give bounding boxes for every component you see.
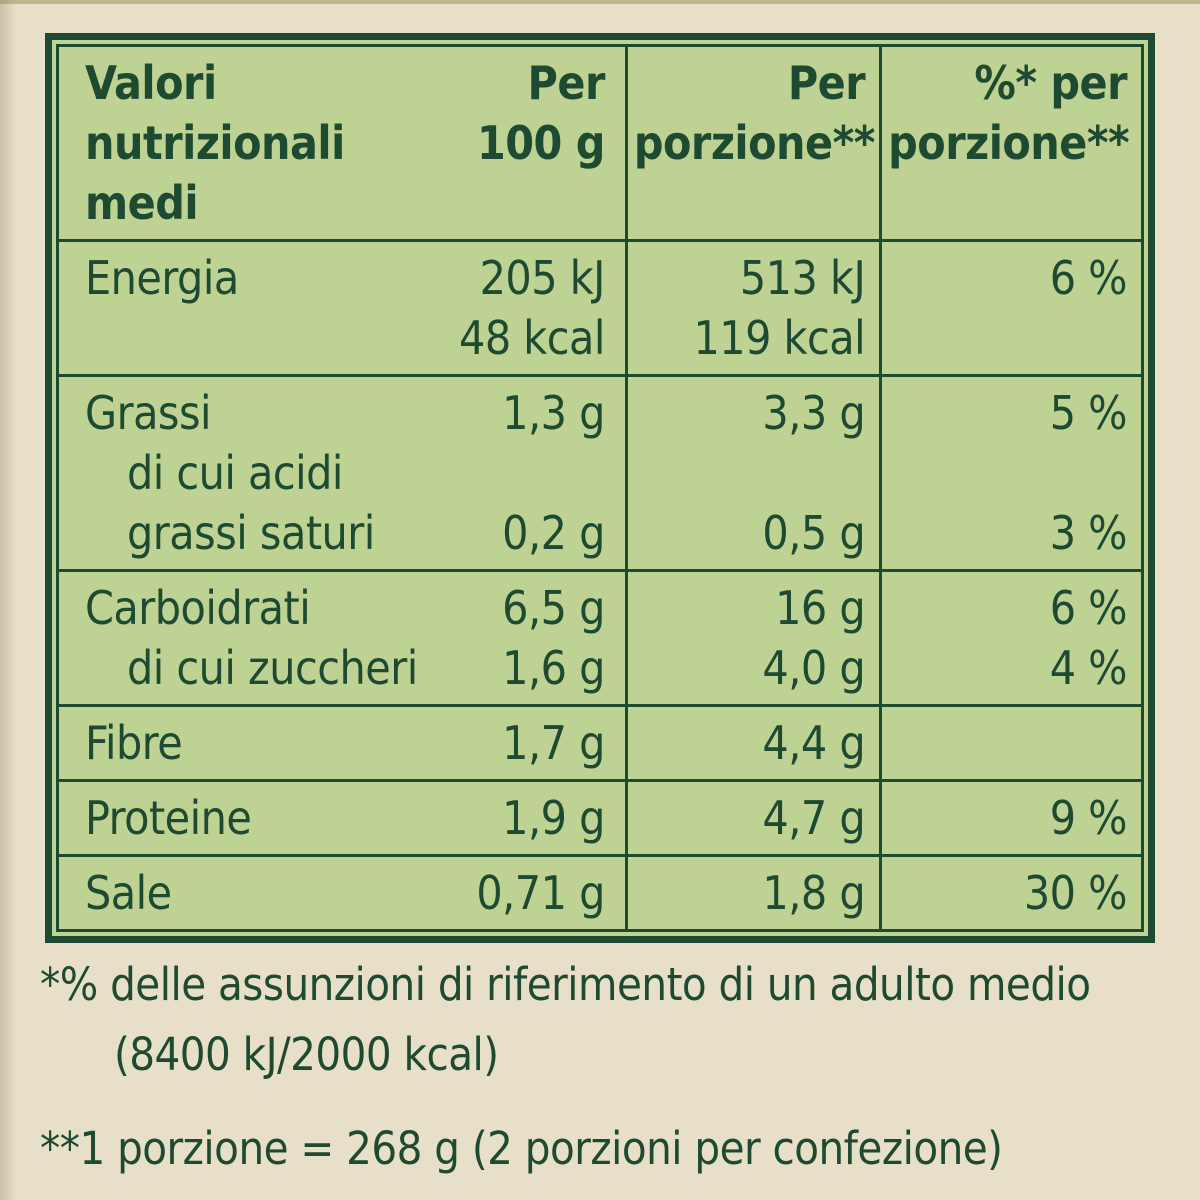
header-title-line: Valori — [85, 56, 217, 110]
header-percent-per-portion-line: porzione** — [888, 116, 1130, 170]
value-per-100g: 6,5 g — [502, 581, 605, 635]
nutrition-table: Valori nutrizionali medi Per 100 g Per p… — [45, 33, 1155, 943]
row-grassi: Grassi di cui acidi grassi saturi 1,3 g … — [59, 374, 1141, 569]
value-per-100g: 0,71 g — [476, 866, 605, 920]
value-percent — [888, 443, 1127, 503]
value-per-portion: 4,0 g — [762, 641, 866, 695]
value-percent: 6 % — [1049, 581, 1128, 635]
value-per-100g: 1,7 g — [502, 716, 605, 770]
cell-fibre-percent — [879, 707, 1141, 779]
cell-energia-per-portion: 513 kJ 119 kcal — [624, 242, 879, 374]
nutrient-label: Proteine — [85, 791, 252, 845]
header-cell-values-per-100g: Valori nutrizionali medi Per 100 g — [59, 47, 625, 239]
value-per-portion: 4,7 g — [762, 791, 866, 845]
row-energia: Energia 205 kJ 48 kcal 513 kJ 119 kcal 6… — [59, 239, 1141, 374]
cell-proteine-per-portion: 4,7 g — [624, 782, 879, 854]
value-per-100g: 205 kJ — [479, 251, 606, 305]
header-per-100g-line: Per — [527, 56, 606, 110]
header-title: Valori nutrizionali medi — [85, 53, 345, 233]
nutrition-table-grid: Valori nutrizionali medi Per 100 g Per p… — [56, 44, 1144, 932]
header-title-line: nutrizionali — [85, 116, 345, 170]
value-per-100g: 1,9 g — [502, 791, 605, 845]
footnote-reference-intake-line2: (8400 kJ/2000 kcal) — [114, 1028, 499, 1081]
header-per-portion: Per porzione** — [624, 47, 879, 239]
value-per-100g: 48 kcal — [459, 311, 605, 365]
cell-grassi-per-portion: 3,3 g 0,5 g — [624, 377, 879, 569]
nutrient-sublabel: di cui acidi — [127, 446, 343, 500]
cell-fibre-per-portion: 4,4 g — [624, 707, 879, 779]
cell-grassi-percent: 5 % 3 % — [879, 377, 1141, 569]
value-per-100g: 1,3 g — [502, 386, 605, 440]
cell-carboidrati-percent: 6 % 4 % — [879, 572, 1141, 704]
value-percent: 30 % — [1023, 866, 1128, 920]
nutrient-label: Energia — [85, 251, 239, 305]
cell-sale-per-portion: 1,8 g — [624, 857, 879, 929]
nutrient-sublabel: grassi saturi — [127, 506, 375, 560]
row-proteine: Proteine 1,9 g 4,7 g 9 % — [59, 779, 1141, 854]
header-per-portion-line: Per — [787, 56, 866, 110]
nutrient-label: Sale — [85, 866, 172, 920]
footnotes: *% delle assunzioni di riferimento di un… — [40, 950, 1180, 1184]
value-per-100g — [502, 443, 605, 503]
footnote-reference-intake-line1: *% delle assunzioni di riferimento di un… — [40, 958, 1091, 1011]
cell-energia-per-100g: Energia 205 kJ 48 kcal — [59, 242, 625, 374]
header-percent-per-portion-line: %* per — [974, 56, 1127, 110]
row-fibre: Fibre 1,7 g 4,4 g — [59, 704, 1141, 779]
value-per-portion: 3,3 g — [762, 386, 866, 440]
value-per-100g: 1,6 g — [502, 641, 605, 695]
value-per-portion: 513 kJ — [739, 251, 866, 305]
value-percent — [888, 308, 1127, 368]
value-percent: 4 % — [1049, 641, 1128, 695]
header-row: Valori nutrizionali medi Per 100 g Per p… — [59, 47, 1141, 239]
value-percent: 9 % — [1049, 791, 1128, 845]
cell-sale-percent: 30 % — [879, 857, 1141, 929]
value-per-portion: 0,5 g — [762, 506, 866, 560]
value-per-portion — [634, 443, 865, 503]
value-per-portion: 1,8 g — [762, 866, 866, 920]
cell-sale-per-100g: Sale 0,71 g — [59, 857, 625, 929]
value-percent: 6 % — [1049, 251, 1128, 305]
footnote-portion-size: **1 porzione = 268 g (2 porzioni per con… — [40, 1122, 1003, 1175]
row-sale: Sale 0,71 g 1,8 g 30 % — [59, 854, 1141, 929]
nutrient-sublabel: di cui zuccheri — [127, 641, 418, 695]
cell-carboidrati-per-portion: 16 g 4,0 g — [624, 572, 879, 704]
value-per-100g: 0,2 g — [502, 506, 605, 560]
header-per-100g-line: 100 g — [476, 116, 605, 170]
header-title-line: medi — [85, 176, 198, 230]
nutrient-label: Carboidrati — [85, 581, 311, 635]
cell-grassi-per-100g: Grassi di cui acidi grassi saturi 1,3 g … — [59, 377, 625, 569]
cell-proteine-percent: 9 % — [879, 782, 1141, 854]
row-carboidrati: Carboidrati di cui zuccheri 6,5 g 1,6 g … — [59, 569, 1141, 704]
cell-fibre-per-100g: Fibre 1,7 g — [59, 707, 625, 779]
value-percent — [888, 713, 1127, 773]
cell-carboidrati-per-100g: Carboidrati di cui zuccheri 6,5 g 1,6 g — [59, 572, 625, 704]
header-percent-per-portion: %* per porzione** — [879, 47, 1141, 239]
value-percent: 3 % — [1049, 506, 1128, 560]
value-percent: 5 % — [1049, 386, 1128, 440]
cell-energia-percent: 6 % — [879, 242, 1141, 374]
header-per-portion-line: porzione** — [633, 116, 875, 170]
value-per-portion: 16 g — [775, 581, 866, 635]
cell-proteine-per-100g: Proteine 1,9 g — [59, 782, 625, 854]
package-edge-shadow — [0, 0, 16, 1200]
value-per-portion: 4,4 g — [762, 716, 866, 770]
nutrient-label: Grassi — [85, 386, 212, 440]
nutrient-label: Fibre — [85, 716, 183, 770]
package-edge-strip — [0, 0, 1200, 4]
header-per-100g: Per 100 g — [477, 53, 605, 233]
value-per-portion: 119 kcal — [693, 311, 866, 365]
